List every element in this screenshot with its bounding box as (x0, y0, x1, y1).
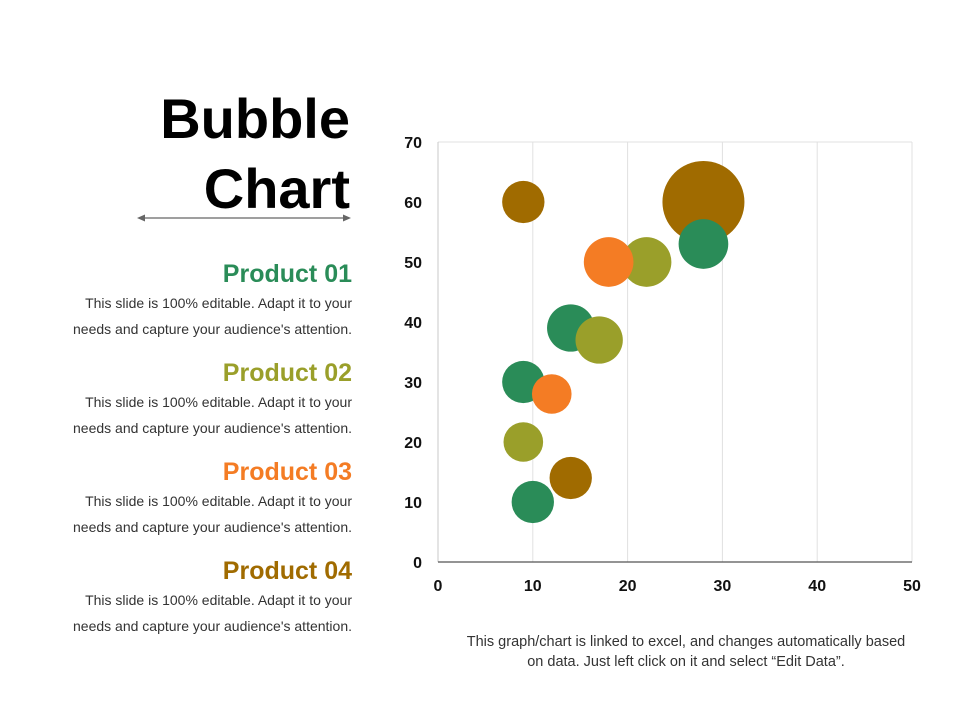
product-item-02: Product 02 This slide is 100% editable. … (40, 357, 352, 441)
title-line-1: Bubble (160, 87, 350, 150)
chart-note: This graph/chart is linked to excel, and… (430, 632, 942, 672)
bubble-point (549, 456, 592, 500)
x-tick-label: 50 (903, 578, 921, 595)
x-tick-label: 20 (619, 578, 637, 595)
bubble-chart[interactable]: 0 10 20 30 40 50 60 70 0 10 20 30 40 50 (380, 120, 940, 610)
product-name: Product 03 (222, 458, 352, 486)
bubble-point (531, 374, 572, 414)
product-name: Product 01 (222, 260, 352, 288)
product-item-04: Product 04 This slide is 100% editable. … (40, 555, 352, 639)
title-line-2: Chart (203, 157, 350, 220)
product-item-03: Product 03 This slide is 100% editable. … (40, 456, 352, 540)
product-description-line-2: needs and capture your audience's attent… (73, 420, 352, 436)
y-tick-label: 10 (404, 495, 422, 512)
x-tick-label: 0 (434, 578, 443, 595)
product-name: Product 02 (222, 359, 352, 387)
product-name: Product 04 (222, 557, 352, 585)
slide-title: Bubble Chart (50, 84, 350, 224)
product-description-line-1: This slide is 100% editable. Adapt it to… (85, 493, 352, 509)
y-tick-label: 20 (404, 435, 422, 452)
chart-note-line-1: This graph/chart is linked to excel, and… (466, 634, 906, 650)
y-tick-label: 30 (404, 375, 422, 392)
bubble-point (583, 237, 634, 287)
bubble-point (575, 316, 623, 364)
product-item-01: Product 01 This slide is 100% editable. … (40, 258, 352, 342)
chart-note-line-2: on data. Just left click on it and selec… (527, 654, 845, 670)
product-description-line-2: needs and capture your audience's attent… (73, 321, 352, 337)
product-description-line-2: needs and capture your audience's attent… (73, 519, 352, 535)
bubble-point (662, 161, 745, 243)
y-tick-label: 70 (404, 135, 422, 152)
bubble-point (678, 219, 729, 269)
title-divider-arrow (137, 214, 351, 222)
y-tick-label: 40 (404, 315, 422, 332)
y-tick-label: 60 (404, 195, 422, 212)
x-tick-label: 10 (524, 578, 542, 595)
product-description-line-1: This slide is 100% editable. Adapt it to… (85, 592, 352, 608)
bubble-point (503, 422, 544, 462)
product-description-line-2: needs and capture your audience's attent… (73, 618, 352, 634)
y-tick-label: 0 (413, 555, 422, 572)
y-tick-label: 50 (404, 255, 422, 272)
bubble-point (511, 480, 554, 524)
product-description-line-1: This slide is 100% editable. Adapt it to… (85, 295, 352, 311)
bubble-point (502, 180, 545, 224)
product-list: Product 01 This slide is 100% editable. … (40, 258, 352, 654)
x-tick-label: 30 (714, 578, 732, 595)
product-description-line-1: This slide is 100% editable. Adapt it to… (85, 394, 352, 410)
x-tick-label: 40 (808, 578, 826, 595)
bubble-point (621, 237, 672, 287)
